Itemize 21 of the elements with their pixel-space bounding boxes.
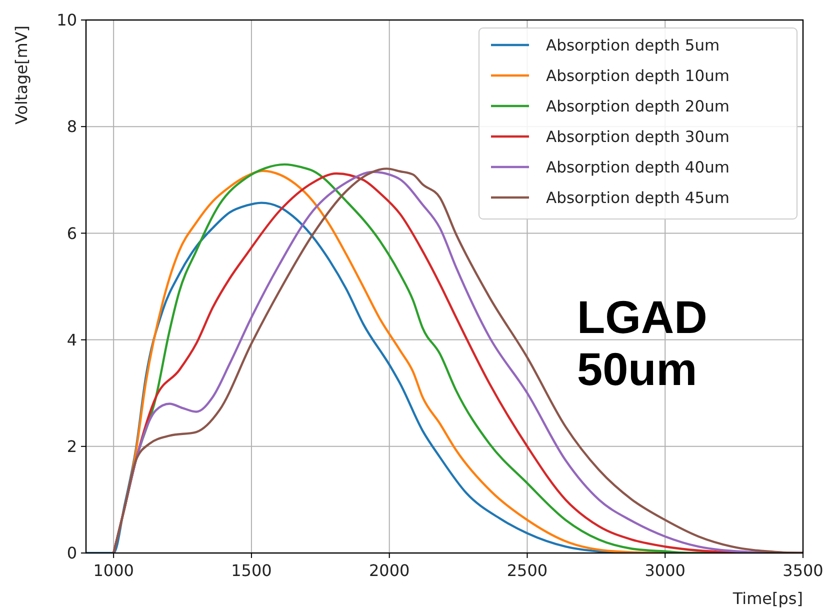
y-tick-label: 10 bbox=[56, 10, 77, 30]
x-tick-label: 1500 bbox=[231, 561, 272, 580]
annotation: LGAD 50um bbox=[577, 291, 708, 395]
x-tick-label: 3500 bbox=[782, 561, 824, 580]
y-tick-label: 8 bbox=[66, 117, 77, 136]
legend-label: Absorption depth 5um bbox=[546, 36, 720, 54]
x-tick-label: 1000 bbox=[93, 561, 134, 580]
x-tick-label: 2000 bbox=[368, 561, 410, 580]
y-tick-label: 4 bbox=[66, 330, 77, 350]
y-tick-label: 0 bbox=[66, 544, 77, 563]
legend-label: Absorption depth 10um bbox=[546, 66, 730, 85]
x-tick-label: 3000 bbox=[644, 561, 686, 580]
legend-label: Absorption depth 45um bbox=[546, 188, 730, 207]
y-tick-label: 6 bbox=[66, 224, 77, 243]
legend-label: Absorption depth 30um bbox=[546, 128, 730, 146]
legend-label: Absorption depth 20um bbox=[546, 97, 730, 116]
x-axis-title: Time[ps] bbox=[732, 589, 803, 608]
y-axis-title: Voltage[mV] bbox=[12, 25, 31, 125]
x-tick-label: 2500 bbox=[506, 561, 548, 580]
legend-label: Absorption depth 40um bbox=[546, 158, 730, 176]
y-tick-label: 2 bbox=[66, 437, 77, 456]
